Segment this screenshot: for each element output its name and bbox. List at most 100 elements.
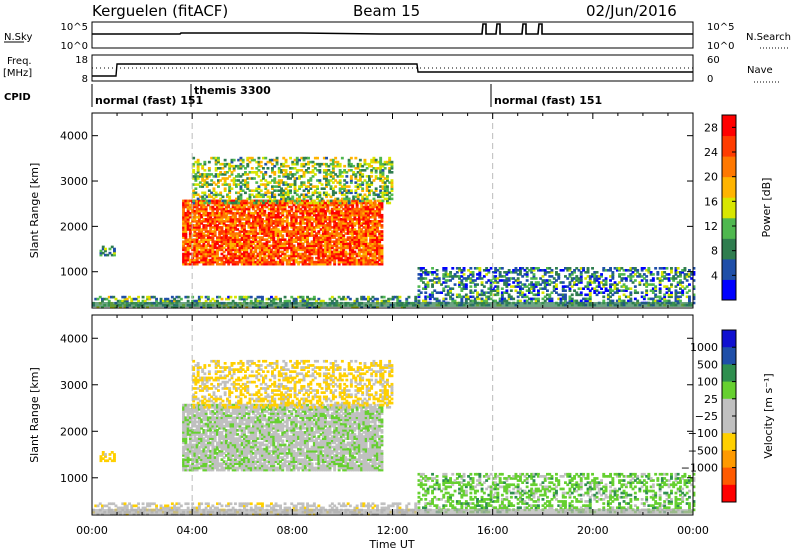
heatmap-cell	[597, 285, 601, 288]
heatmap-cell	[308, 244, 312, 248]
heatmap-cell	[348, 215, 352, 219]
heatmap-cell	[206, 218, 210, 221]
heatmap-cell	[304, 162, 308, 166]
heatmap-cell	[496, 293, 500, 297]
heatmap-cell	[212, 156, 216, 160]
heatmap-cell	[211, 213, 215, 217]
heatmap-cell	[516, 281, 520, 284]
heatmap-cell	[281, 252, 285, 256]
heatmap-cell	[631, 271, 635, 274]
heatmap-cell	[379, 173, 383, 176]
heatmap-cell	[588, 279, 592, 282]
heatmap-cell	[487, 269, 491, 272]
heatmap-cell	[195, 246, 199, 250]
heatmap-cell	[688, 269, 691, 272]
heatmap-cell	[422, 287, 425, 290]
heatmap-cell	[355, 246, 359, 250]
heatmap-cell	[213, 211, 217, 215]
heatmap-cell	[202, 252, 206, 256]
heatmap-cell	[206, 260, 210, 264]
heatmap-cell	[182, 462, 185, 466]
heatmap-cell	[369, 199, 373, 203]
heatmap-cell	[326, 228, 330, 231]
heatmap-cell	[692, 285, 696, 288]
heatmap-cell	[473, 289, 477, 292]
heatmap-cell	[318, 181, 322, 184]
heatmap-cell	[182, 431, 185, 434]
heatmap-cell	[261, 207, 264, 211]
heatmap-cell	[328, 260, 332, 264]
heatmap-cell	[681, 293, 685, 297]
heatmap-cell	[351, 234, 355, 237]
heatmap-cell	[376, 244, 379, 248]
heatmap-cell	[337, 236, 341, 239]
heatmap-cell	[471, 291, 475, 294]
heatmap-cell	[383, 193, 387, 197]
heatmap-cell	[229, 226, 233, 229]
heatmap-cell	[333, 242, 337, 246]
heatmap-cell	[512, 277, 516, 280]
heatmap-cell	[283, 215, 287, 219]
heatmap-cell	[186, 418, 190, 422]
heatmap-cell	[322, 156, 326, 160]
heatmap-cell	[272, 246, 276, 250]
heatmap-cell	[377, 160, 380, 164]
heatmap-cell	[225, 220, 228, 223]
heatmap-cell	[658, 299, 662, 303]
heatmap-cell	[186, 213, 190, 217]
heatmap-cell	[362, 260, 366, 264]
heatmap-cell	[236, 244, 240, 248]
heatmap-cell	[290, 246, 294, 250]
heatmap-cell	[428, 297, 432, 301]
heatmap-cell	[353, 252, 357, 256]
heatmap-cell	[197, 244, 201, 248]
heatmap-cell	[245, 262, 249, 266]
heatmap-cell	[519, 291, 522, 294]
heatmap-cell	[476, 291, 479, 294]
heatmap-cell	[333, 199, 337, 203]
heatmap-cell	[471, 273, 475, 276]
heatmap-cell	[629, 287, 633, 290]
heatmap-cell	[255, 195, 259, 199]
heatmap-cell	[277, 171, 281, 174]
heatmap-cell	[355, 222, 359, 225]
heatmap-cell	[371, 203, 375, 207]
heatmap-cell	[279, 297, 282, 301]
heatmap-cell	[667, 295, 671, 299]
heatmap-cell	[343, 187, 347, 190]
heatmap-cell	[333, 244, 337, 248]
heatmap-cell	[193, 228, 197, 231]
heatmap-cell	[505, 277, 509, 280]
heatmap-cell	[184, 250, 188, 254]
heatmap-cell	[213, 199, 217, 203]
heatmap-cell	[240, 246, 244, 250]
heatmap-cell	[204, 256, 208, 260]
heatmap-cell	[335, 299, 339, 303]
heatmap-cell	[342, 242, 346, 246]
heatmap-cell	[333, 258, 337, 262]
heatmap-cell	[308, 248, 312, 252]
heatmap-cell	[263, 246, 267, 250]
heatmap-cell	[324, 236, 327, 239]
heatmap-cell	[326, 238, 330, 241]
heatmap-cell	[364, 252, 368, 256]
heatmap-cell	[353, 306, 357, 309]
heatmap-cell	[295, 201, 299, 205]
heatmap-cell	[376, 224, 379, 227]
heatmap-cell	[234, 213, 237, 217]
heatmap-cell	[582, 269, 585, 272]
heatmap-cell	[380, 258, 384, 262]
heatmap-cell	[186, 242, 190, 246]
heatmap-cell	[197, 230, 201, 233]
heatmap-cell	[449, 297, 452, 301]
heatmap-cell	[240, 205, 244, 209]
heatmap-cell	[351, 213, 355, 217]
heatmap-cell	[351, 226, 355, 229]
heatmap-cell	[552, 277, 556, 280]
heatmap-cell	[245, 213, 249, 217]
heatmap-cell	[319, 215, 323, 219]
heatmap-cell	[279, 299, 282, 303]
heatmap-cell	[312, 220, 316, 223]
heatmap-cell	[281, 250, 285, 254]
